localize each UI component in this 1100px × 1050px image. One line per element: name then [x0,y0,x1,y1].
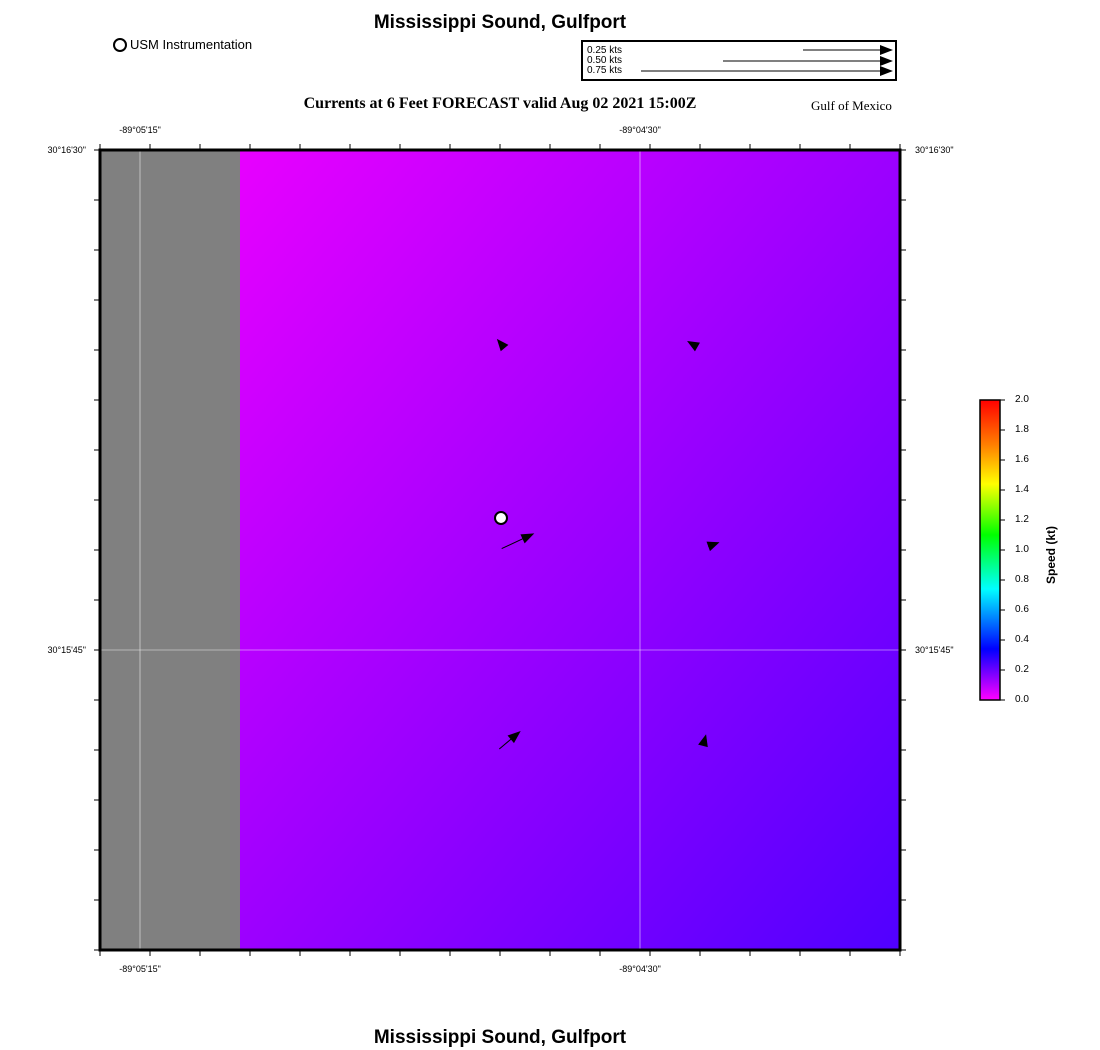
scale-arrow-050 [723,56,893,66]
lat-tick-right-2: 30°15'45" [915,645,954,655]
forecast-subtitle: Currents at 6 Feet FORECAST valid Aug 02… [303,95,697,112]
scale-label-025: 0.25 kts [587,45,623,56]
lat-tick-left-2: 30°15'45" [47,645,86,655]
region-label: Gulf of Mexico [811,98,892,113]
colorbar-label: 0.0 [1015,694,1029,705]
lon-tick-top-1: -89°05'15" [119,125,161,135]
map-footer-title: Mississippi Sound, Gulfport [373,1027,627,1048]
colorbar-label: 0.4 [1015,634,1029,645]
land-area [100,150,240,950]
colorbar-label: 2.0 [1015,394,1029,405]
vector-scale-legend: 0.25 kts 0.50 kts 0.75 kts [581,40,897,81]
current-vector-ne [687,341,700,352]
colorbar-label: 0.2 [1015,664,1029,675]
scale-arrows [641,45,893,76]
instrument-legend-label: USM Instrumentation [130,37,253,52]
colorbar-label: 1.8 [1015,424,1029,435]
frame-ticks [94,144,906,956]
scale-arrow-075 [641,66,893,76]
current-vector-mw [501,533,535,550]
water-area [240,150,900,950]
scale-arrow-025 [803,45,893,55]
current-vector-se [698,734,708,748]
colorbar-label: 1.6 [1015,454,1029,465]
map-title: Mississippi Sound, Gulfport [373,12,627,33]
lat-tick-left-1: 30°16'30" [47,145,86,155]
colorbar-label: 1.0 [1015,544,1029,555]
colorbar-label: 1.2 [1015,514,1029,525]
scale-label-075: 0.75 kts [587,65,623,76]
speed-colorbar [979,399,1001,701]
colorbar-label: 1.4 [1015,484,1029,495]
current-vector-nw [496,338,509,352]
colorbar-label: 0.6 [1015,604,1029,615]
colorbar-title: Speed (kt) [1044,525,1058,584]
usm-station-marker[interactable] [494,511,508,525]
colorbar-ticks [1000,399,1005,701]
current-vectors [496,338,720,750]
lon-tick-bottom-2: -89°04'30" [619,964,661,974]
lat-tick-right-1: 30°16'30" [915,145,954,155]
lon-tick-bottom-1: -89°05'15" [119,964,161,974]
usm-marker-icon [113,37,127,52]
scale-label-050: 0.50 kts [587,55,623,66]
lon-tick-top-2: -89°04'30" [619,125,661,135]
instrument-legend: USM Instrumentation [113,37,252,52]
current-vector-sw [498,731,521,750]
colorbar-label: 0.8 [1015,574,1029,585]
current-vector-me [706,541,720,552]
graticule [100,150,900,950]
